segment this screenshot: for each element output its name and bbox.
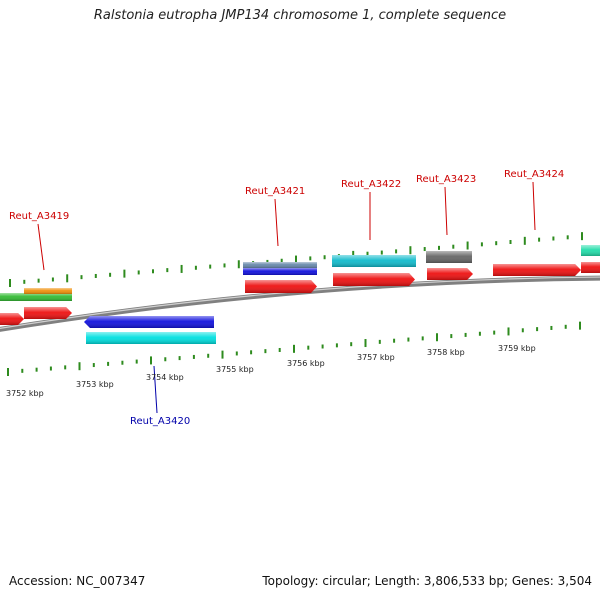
feature-gene-forward-shading	[493, 264, 581, 276]
scale-label: 3759 kbp	[498, 344, 536, 353]
feature-gene-forward-shading	[333, 273, 415, 286]
feature-cds-forward-shading	[332, 255, 416, 267]
accession-text: Accession: NC_007347	[9, 574, 146, 588]
feature-gene-forward-shading	[427, 268, 473, 280]
feature-gene-reverse-shading	[86, 332, 216, 344]
feature-misc-forward-shading	[243, 262, 317, 268]
feature-gene-forward-shading	[581, 262, 600, 273]
gene-label-reut-a3422[interactable]: Reut_A3422	[341, 179, 401, 190]
leader-line	[274, 198, 279, 247]
feature-cds-forward-shading	[426, 251, 472, 263]
scale-label: 3758 kbp	[427, 348, 465, 357]
feature-gene-forward-shading	[0, 313, 24, 325]
gene-label-reut-a3421[interactable]: Reut_A3421	[245, 186, 305, 197]
scale-label: 3756 kbp	[287, 359, 325, 368]
genome-summary-text: Topology: circular; Length: 3,806,533 bp…	[262, 574, 592, 588]
feature-cds-forward-shading	[581, 245, 600, 256]
gene-label-reut-a3420[interactable]: Reut_A3420	[130, 416, 190, 427]
scale-labels: 3752 kbp 3753 kbp 3754 kbp 3755 kbp 3756 kbp…	[6, 344, 536, 398]
map-title: Ralstonia eutropha JMP134 chromosome 1, …	[93, 8, 507, 23]
gene-labels: Reut_A3419 Reut_A3420 Reut_A3421 Reut_A3422…	[9, 169, 564, 427]
gene-label-reut-a3423[interactable]: Reut_A3423	[416, 174, 476, 185]
leader-line	[532, 181, 536, 231]
scale-label: 3755 kbp	[216, 365, 254, 374]
scale-label: 3757 kbp	[357, 353, 395, 362]
gene-label-reut-a3419[interactable]: Reut_A3419	[9, 211, 69, 222]
feature-track	[0, 245, 600, 344]
leader-line	[444, 186, 448, 236]
feature-gene-forward-shading	[24, 307, 72, 319]
scale-label: 3754 kbp	[146, 373, 184, 382]
bottom-tick-marks	[7, 321, 581, 376]
scale-label: 3752 kbp	[6, 389, 44, 398]
leader-line	[37, 223, 45, 271]
label-leader-lines	[37, 181, 536, 414]
gene-label-reut-a3424[interactable]: Reut_A3424	[504, 169, 564, 180]
leader-line	[153, 365, 158, 414]
feature-cds-forward-shading	[0, 293, 72, 301]
feature-cds-forward-shading	[243, 268, 317, 275]
feature-cds-reverse-shading	[84, 316, 214, 328]
feature-gene-forward-shading	[245, 280, 317, 293]
scale-label: 3753 kbp	[76, 380, 114, 389]
feature-misc-forward-shading	[24, 288, 72, 294]
